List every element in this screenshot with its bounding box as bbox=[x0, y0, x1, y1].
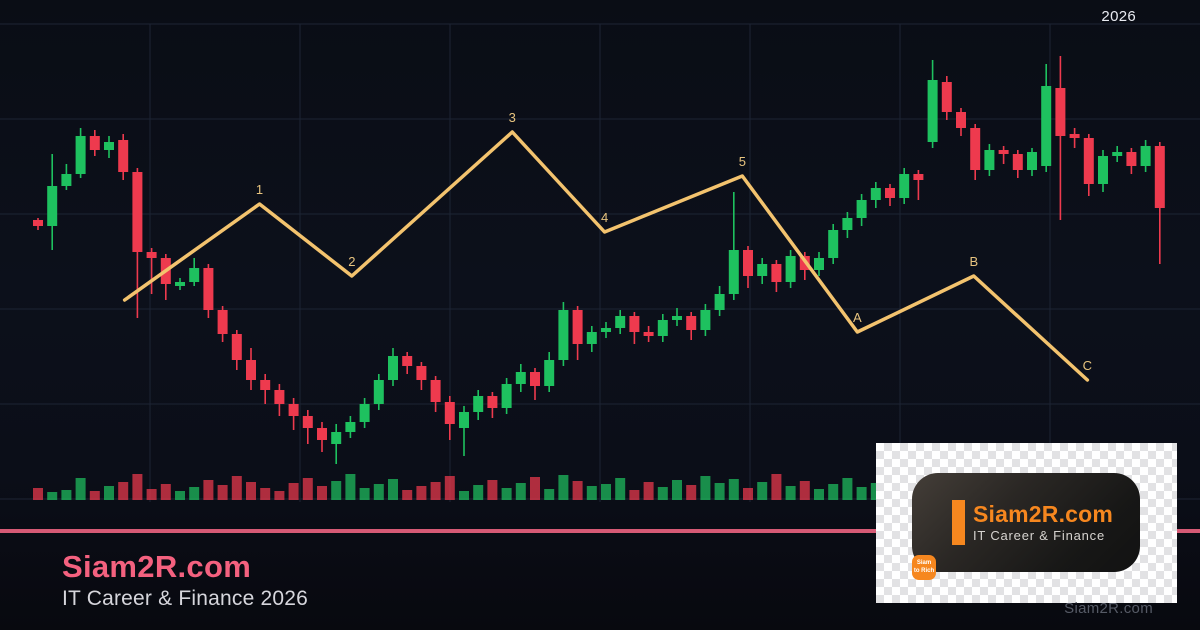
wave-label-A: A bbox=[853, 310, 862, 325]
logo-inner-card: Siam2R.com IT Career & Finance bbox=[912, 473, 1140, 572]
wave-label-C: C bbox=[1083, 358, 1092, 373]
divider-line bbox=[0, 529, 1200, 533]
wave-label-1: 1 bbox=[256, 182, 263, 197]
wave-label-3: 3 bbox=[509, 110, 516, 125]
brand-subtitle: IT Career & Finance 2026 bbox=[62, 587, 309, 610]
year-label: 2026 bbox=[1101, 8, 1136, 25]
logo-card: Siam2R.com IT Career & Finance Siam to R… bbox=[876, 443, 1177, 603]
siam-to-rich-badge: Siam to Rich bbox=[912, 555, 936, 580]
wave-label-5: 5 bbox=[739, 154, 746, 169]
brand-title: Siam2R.com bbox=[62, 549, 252, 584]
logo-tagline: IT Career & Finance bbox=[973, 528, 1106, 544]
wave-label-2: 2 bbox=[348, 254, 355, 269]
logo-accent-bar bbox=[952, 500, 965, 545]
badge-line-2: to Rich bbox=[913, 567, 935, 574]
watermark: Siam2R.com bbox=[1064, 600, 1153, 617]
wave-label-B: B bbox=[969, 254, 978, 269]
badge-line-1: Siam bbox=[916, 560, 932, 566]
wave-label-4: 4 bbox=[601, 210, 608, 225]
logo-brand: Siam2R.com bbox=[973, 500, 1114, 527]
